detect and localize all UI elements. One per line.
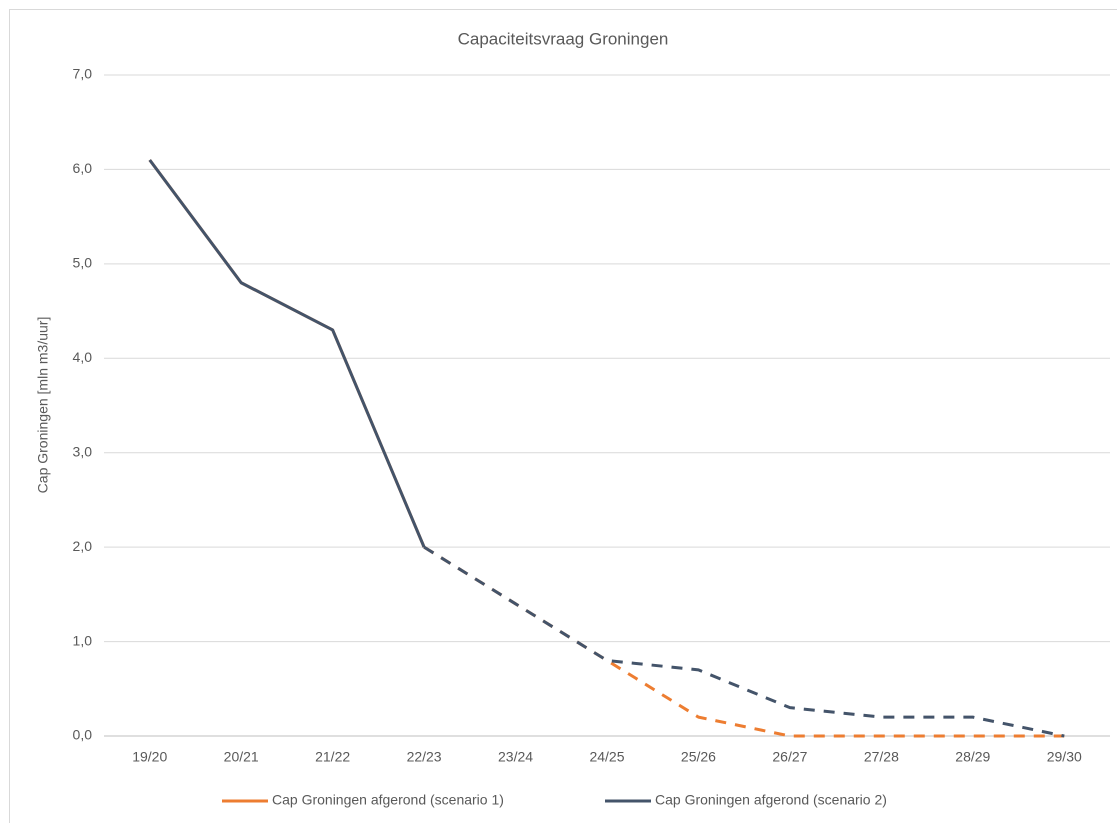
x-tick-label: 25/26 [681,749,716,765]
x-tick-label: 20/21 [224,749,259,765]
series-line [148,159,426,548]
y-tick-label: 2,0 [73,538,93,554]
x-tick-label: 26/27 [772,749,807,765]
x-tick-label: 24/25 [589,749,624,765]
x-tick-label: 29/30 [1047,749,1082,765]
y-tick-label: 4,0 [73,349,93,365]
y-tick-label: 7,0 [73,66,93,82]
y-tick-label: 5,0 [73,255,93,271]
x-tick-label: 27/28 [864,749,899,765]
x-tick-label: 19/20 [132,749,167,765]
y-tick-label: 3,0 [73,443,93,459]
legend-label: Cap Groningen afgerond (scenario 2) [655,792,887,808]
series-line [423,545,1065,738]
x-tick-label: 28/29 [955,749,990,765]
y-tick-label: 1,0 [73,632,93,648]
y-axis-label: Cap Groningen [mln m3/uur] [35,317,51,494]
x-tick-label: 22/23 [407,749,442,765]
y-tick-label: 6,0 [73,160,93,176]
chart-title: Capaciteitsvraag Groningen [458,29,669,48]
y-tick-label: 0,0 [73,727,93,743]
x-tick-label: 23/24 [498,749,533,765]
chart-border [9,9,1117,823]
legend-label: Cap Groningen afgerond (scenario 1) [272,792,504,808]
x-tick-label: 21/22 [315,749,350,765]
